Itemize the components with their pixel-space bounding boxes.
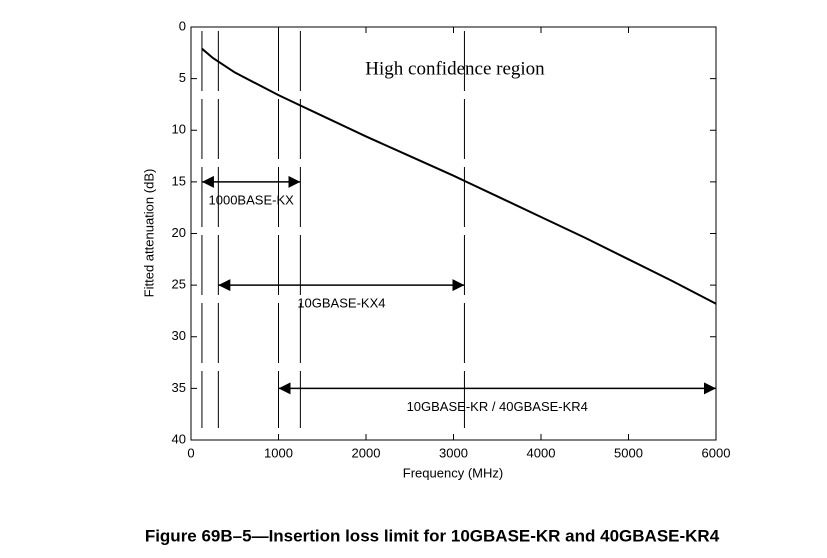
x-axis-label: Frequency (MHz) [403,465,503,480]
x-tick-label: 6000 [702,445,731,460]
y-tick-label: 40 [172,431,186,446]
x-tick-label: 3000 [439,445,468,460]
annotation: High confidence region [365,58,545,79]
x-tick-label: 1000 [264,445,293,460]
y-tick-label: 35 [172,380,186,395]
range-label: 10GBASE-KR / 40GBASE-KR4 [407,399,588,414]
x-tick-label: 0 [187,445,194,460]
y-tick-label: 20 [172,225,186,240]
range-label: 1000BASE-KX [209,192,295,207]
plot-frame [190,26,717,441]
caption: Figure 69B–5—Insertion loss limit for 10… [145,526,720,545]
y-tick-label: 5 [179,70,186,85]
x-tick-label: 5000 [614,445,643,460]
x-tick-label: 2000 [352,445,381,460]
y-tick-label: 0 [179,18,186,33]
x-tick-label: 4000 [527,445,556,460]
range-label: 10GBASE-KX4 [297,296,385,311]
y-axis-label: Fitted attenuation (dB) [141,169,156,298]
y-tick-label: 15 [172,173,186,188]
y-tick-label: 10 [172,122,186,137]
attenuation-line [201,47,717,305]
y-tick-label: 30 [172,328,186,343]
y-tick-label: 25 [172,277,186,292]
